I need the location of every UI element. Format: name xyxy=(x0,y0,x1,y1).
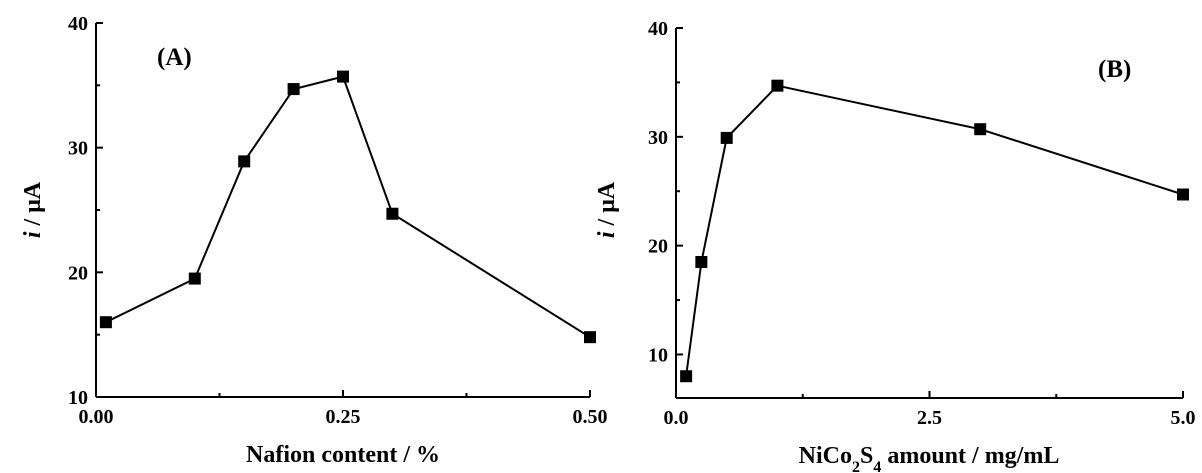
y-tick-label: 20 xyxy=(648,236,668,258)
x-tick-label: 5.0 xyxy=(1171,407,1196,429)
y-axis-title: i / μA xyxy=(20,181,46,238)
chart-panel-a: 0.00 0.25 0.50 10 20 30 40 (A) Nafion content / … xyxy=(20,13,608,468)
series-line xyxy=(105,75,591,339)
y-tick-label: 30 xyxy=(68,138,88,160)
data-point xyxy=(720,131,733,144)
y-tick-label: 10 xyxy=(648,344,668,366)
x-axis-title: NiCo2S4 amount / mg/mL xyxy=(799,443,1060,473)
data-point xyxy=(287,83,300,96)
data-point xyxy=(238,155,251,168)
y-axis-title: i / μA xyxy=(594,181,620,238)
panel-label: (A) xyxy=(157,44,192,71)
data-point xyxy=(974,123,987,136)
x-tick-label: 0.25 xyxy=(326,406,361,428)
x-axis-title: Nafion content / % xyxy=(246,442,440,468)
x-tick-label: 0.50 xyxy=(573,406,608,428)
data-point xyxy=(337,70,349,83)
panel-label: (B) xyxy=(1098,56,1131,83)
y-tick-label: 40 xyxy=(648,18,668,40)
data-point xyxy=(188,272,201,285)
data-point xyxy=(99,316,112,329)
y-tick-label: 40 xyxy=(68,13,88,35)
y-tick-label: 10 xyxy=(68,387,88,409)
data-point xyxy=(695,255,708,268)
chart-panel-b: 0.0 2.5 5.0 10 20 30 40 (B) NiCo2S4 amount / mg/… xyxy=(594,18,1196,473)
x-tick-label: 0.00 xyxy=(79,406,114,428)
data-point xyxy=(680,370,693,383)
x-tick-label: 2.5 xyxy=(917,407,942,429)
data-point xyxy=(584,331,596,344)
y-tick-label: 30 xyxy=(648,127,668,149)
x-tick-label: 0.0 xyxy=(664,407,689,429)
data-point xyxy=(771,79,784,92)
data-point xyxy=(386,207,399,220)
series-line xyxy=(685,84,1184,377)
data-point xyxy=(1177,188,1189,201)
y-tick-label: 20 xyxy=(68,262,88,284)
